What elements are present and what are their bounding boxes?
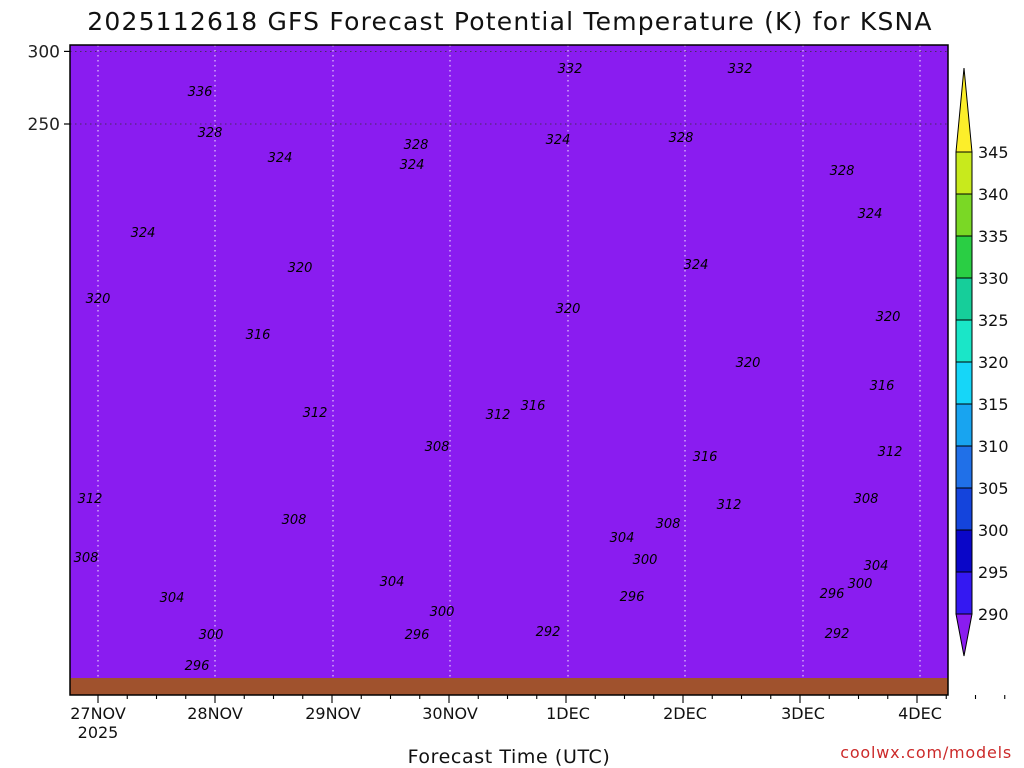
- x-axis-year: 2025: [78, 723, 119, 742]
- contour-label: 324: [546, 133, 571, 148]
- colorbar-swatch-295: [955, 529, 973, 573]
- y-tick-label: 300: [28, 42, 60, 62]
- colorbar-label: 315: [978, 395, 1009, 414]
- colorbar-label: 330: [978, 269, 1009, 288]
- x-tick-label: 28NOV: [187, 704, 243, 723]
- contour-label: 324: [684, 258, 709, 273]
- colorbar-swatch-335: [955, 193, 973, 237]
- contour-label: 312: [717, 498, 742, 513]
- contour-label: 336: [188, 85, 213, 100]
- contour-label: 296: [820, 587, 845, 602]
- plot-frame: [69, 44, 949, 696]
- x-tick-label: 29NOV: [305, 704, 361, 723]
- band-290: [70, 45, 948, 695]
- x-tick-label: 30NOV: [422, 704, 478, 723]
- y-axis: 2503003504004505005506006507007508008509…: [28, 0, 70, 135]
- contour-label: 324: [858, 207, 883, 222]
- colorbar-label: 320: [978, 353, 1009, 372]
- contour-label: 312: [878, 445, 903, 460]
- contour-label: 328: [669, 131, 694, 146]
- contour-label: 328: [198, 126, 223, 141]
- colorbar-label: 300: [978, 521, 1009, 540]
- contour-label: 316: [521, 399, 546, 414]
- colorbar-label: 310: [978, 437, 1009, 456]
- contour-label: 300: [848, 577, 873, 592]
- contour-label: 312: [486, 408, 511, 423]
- colorbar-swatch-300: [955, 487, 973, 531]
- contour-label: 304: [610, 531, 635, 546]
- colorbar-label: 345: [978, 143, 1009, 162]
- contour-label: 312: [78, 492, 103, 507]
- contour-label: 320: [288, 261, 313, 276]
- grid-lines: [70, 45, 948, 695]
- contour-label: 300: [199, 628, 224, 643]
- contour-label: 300: [633, 553, 658, 568]
- contour-label: 308: [854, 492, 879, 507]
- contour-label: 316: [246, 328, 271, 343]
- contour-label: 324: [268, 151, 293, 166]
- contour-label: 304: [864, 559, 889, 574]
- contour-label: 332: [728, 62, 753, 77]
- contour-label: 308: [74, 551, 99, 566]
- contour-label: 312: [303, 406, 328, 421]
- contour-label-layer: 336 332 332 328 328 328 328 324 324 324 324 324 324 3…: [74, 62, 903, 674]
- x-tick-label: 4DEC: [898, 704, 942, 723]
- contour-label: 328: [404, 138, 429, 153]
- contour-label: 328: [830, 164, 855, 179]
- x-tick-label: 2DEC: [663, 704, 707, 723]
- x-tick-label: 3DEC: [781, 704, 825, 723]
- colorbar-swatch-315: [955, 361, 973, 405]
- contour-label: 304: [380, 575, 405, 590]
- chart-title: 2025112618 GFS Forecast Potential Temper…: [87, 7, 932, 36]
- contour-label: 320: [86, 292, 111, 307]
- contour-label: 316: [693, 450, 718, 465]
- colorbar: 290 295 300 305 310 315 320 325 330 335 340 345: [955, 67, 1009, 657]
- contour-label: 332: [558, 62, 583, 77]
- colorbar-label: 325: [978, 311, 1009, 330]
- colorbar-swatch-340: [955, 151, 973, 195]
- colorbar-label: 305: [978, 479, 1009, 498]
- contour-label: 324: [400, 158, 425, 173]
- plot-area: [70, 45, 948, 695]
- y-tick-label: 350: [28, 0, 60, 1]
- contour-label: 320: [876, 310, 901, 325]
- contour-label: 296: [405, 628, 430, 643]
- contour-label: 320: [736, 356, 761, 371]
- contour-label: 292: [825, 627, 850, 642]
- contour-label: 324: [131, 226, 156, 241]
- colorbar-arrow-low: [955, 613, 973, 657]
- colorbar-swatch-330: [955, 235, 973, 279]
- contour-label: 296: [185, 659, 210, 674]
- x-tick-label: 27NOV: [70, 704, 126, 723]
- credit-link[interactable]: coolwx.com/models: [840, 743, 1012, 762]
- y-tick-label: 250: [28, 115, 60, 135]
- colorbar-swatch-320: [955, 319, 973, 363]
- colorbar-swatch-310: [955, 403, 973, 447]
- colorbar-swatch-325: [955, 277, 973, 321]
- contour-label: 300: [430, 605, 455, 620]
- ground-surface: [70, 678, 948, 695]
- colorbar-label: 295: [978, 563, 1009, 582]
- colorbar-label: 340: [978, 185, 1009, 204]
- colorbar-label: 290: [978, 605, 1009, 624]
- x-axis: 27NOV 28NOV 29NOV 30NOV 1DEC 2DEC 3DEC 4DEC: [70, 695, 1006, 723]
- colorbar-label: 335: [978, 227, 1009, 246]
- contour-label: 308: [425, 440, 450, 455]
- contour-label: 308: [282, 513, 307, 528]
- colorbar-swatch-305: [955, 445, 973, 489]
- contour-label: 316: [870, 379, 895, 394]
- colorbar-swatch-290: [955, 571, 973, 615]
- temperature-bands: [70, 45, 948, 695]
- contour-label: 308: [656, 517, 681, 532]
- x-tick-label: 1DEC: [546, 704, 590, 723]
- colorbar-arrow-high: [955, 67, 973, 153]
- contour-label: 296: [620, 590, 645, 605]
- contour-label: 292: [536, 625, 561, 640]
- x-axis-title: Forecast Time (UTC): [408, 746, 611, 768]
- contour-label: 304: [160, 591, 185, 606]
- contour-label: 320: [556, 302, 581, 317]
